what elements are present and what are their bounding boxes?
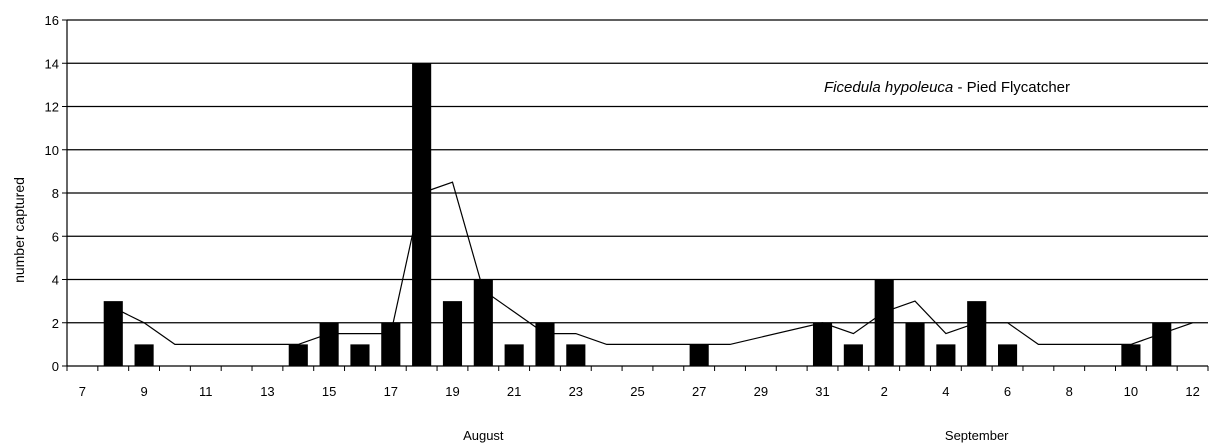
- y-tick-label: 6: [52, 229, 59, 244]
- x-tick-label: 8: [1066, 384, 1073, 399]
- month-labels: August September: [463, 428, 1009, 443]
- x-tick-label: 12: [1185, 384, 1199, 399]
- x-tick-labels: 7 9 11 13 15 17 19 21 23 25 27 29 31 2 4 6 8 10 12: [79, 384, 1200, 399]
- trend-line: [113, 181, 1193, 345]
- species-name: Ficedula hypoleuca: [824, 79, 953, 96]
- bar: [381, 322, 401, 366]
- bar: [874, 279, 894, 366]
- x-tick-label: 11: [199, 384, 213, 399]
- x-tick-label: 2: [881, 384, 888, 399]
- bar: [412, 63, 432, 366]
- bar: [134, 344, 154, 366]
- bar: [812, 322, 833, 366]
- x-tick-label: 27: [692, 384, 706, 399]
- bar: [1121, 344, 1141, 366]
- x-tick-label: 10: [1124, 384, 1138, 399]
- line-series: [113, 181, 1193, 345]
- y-tick-label: 2: [52, 316, 59, 331]
- x-tick-label: 15: [322, 384, 336, 399]
- common-name: Pied Flycatcher: [967, 79, 1070, 96]
- y-tick-label: 12: [45, 100, 59, 115]
- y-tick-label: 8: [52, 186, 59, 201]
- annotation-separator: -: [953, 79, 966, 96]
- bar: [103, 301, 123, 366]
- bar: [473, 279, 493, 366]
- x-tick-label: 19: [445, 384, 459, 399]
- bar: [319, 322, 339, 366]
- x-tick-label: 17: [384, 384, 398, 399]
- y-tick-label: 4: [52, 273, 59, 288]
- x-tick-label: 4: [942, 384, 949, 399]
- x-tick-label: 25: [630, 384, 644, 399]
- y-tick-label: 10: [45, 143, 59, 158]
- bar: [843, 344, 863, 366]
- bar: [504, 344, 524, 366]
- y-tick-label: 16: [45, 13, 59, 28]
- x-tick-label: 9: [140, 384, 147, 399]
- bar: [689, 344, 709, 366]
- bar: [566, 344, 586, 366]
- x-tick-label: 21: [507, 384, 521, 399]
- x-tick-label: 13: [260, 384, 274, 399]
- gridlines: [62, 19, 1208, 367]
- bar: [997, 344, 1018, 366]
- bar: [442, 301, 463, 366]
- y-tick-label: 0: [52, 359, 59, 374]
- x-tick-label: 29: [754, 384, 768, 399]
- month-label: September: [945, 428, 1009, 443]
- bar: [967, 301, 987, 366]
- bar: [350, 344, 370, 366]
- x-tick-label: 31: [815, 384, 829, 399]
- y-tick-label: 14: [45, 56, 59, 71]
- y-axis-title: number captured: [11, 177, 27, 283]
- species-annotation: Ficedula hypoleuca - Pied Flycatcher: [824, 79, 1070, 96]
- y-tick-labels: 0 2 4 6 8 10 12 14 16: [45, 13, 59, 374]
- bar: [288, 344, 308, 366]
- axes: [66, 20, 1209, 371]
- bar: [905, 322, 925, 366]
- bar: [936, 344, 956, 366]
- x-tick-label: 23: [569, 384, 583, 399]
- month-label: August: [463, 428, 504, 443]
- x-tick-label: 7: [79, 384, 86, 399]
- bar: [1152, 322, 1172, 366]
- x-tick-label: 6: [1004, 384, 1011, 399]
